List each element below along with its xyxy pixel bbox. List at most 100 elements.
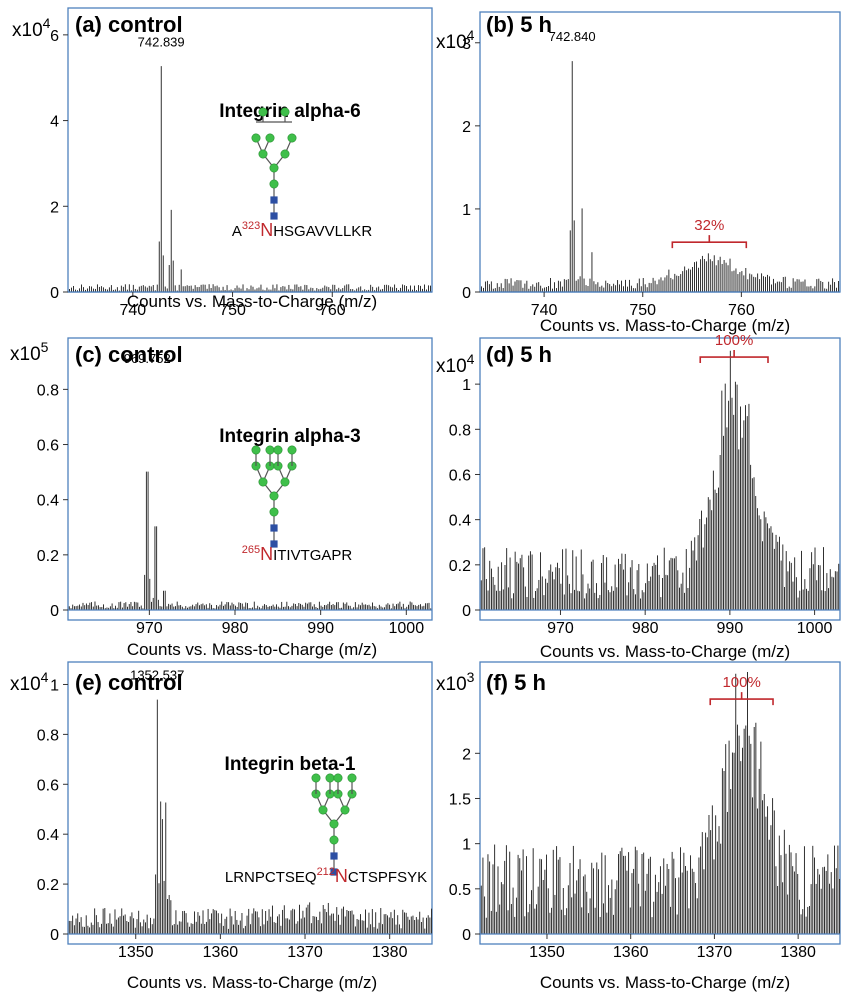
plot-frame xyxy=(479,661,841,945)
mannose-residue xyxy=(311,773,321,783)
mannose-residue xyxy=(273,445,283,455)
x-axis-label: Counts vs. Mass-to-Charge (m/z) xyxy=(540,316,790,335)
plot-frame xyxy=(67,337,433,621)
x-tick-label: 1360 xyxy=(613,944,649,961)
spectrum xyxy=(481,61,839,292)
y-tick-label: 0.5 xyxy=(449,882,471,899)
spectrum xyxy=(480,672,841,934)
y-tick-label: 1 xyxy=(462,202,471,219)
mannose-residue xyxy=(329,835,339,845)
y-tick-label: 0.2 xyxy=(449,558,471,575)
peptide-sequence: LRNPCTSEQ212NCTSPFSYK xyxy=(225,866,427,886)
glcnac-residue xyxy=(270,212,278,220)
x-tick-label: 740 xyxy=(531,302,558,319)
mannose-residue xyxy=(287,133,297,143)
protein-name: Integrin beta-1 xyxy=(225,754,356,775)
mannose-residue xyxy=(269,179,279,189)
mannose-residue xyxy=(340,805,350,815)
y-tick-label: 0 xyxy=(50,603,59,620)
y-tick-label: 0.8 xyxy=(37,727,59,744)
glycan-structure-icon xyxy=(251,445,297,548)
y-multiplier: x104 xyxy=(436,351,475,377)
x-tick-label: 970 xyxy=(547,620,574,637)
mannose-residue xyxy=(269,163,279,173)
x-tick-label: 990 xyxy=(717,620,744,637)
mannose-residue xyxy=(251,445,261,455)
y-multiplier: x104 xyxy=(12,15,51,41)
x-tick-label: 760 xyxy=(319,302,346,319)
mannose-residue xyxy=(265,445,275,455)
y-tick-label: 0 xyxy=(50,927,59,944)
mannose-residue xyxy=(347,773,357,783)
x-tick-label: 750 xyxy=(219,302,246,319)
peptide-sequence: 265NITIVTGAPR xyxy=(242,544,353,564)
y-tick-label: 0.4 xyxy=(449,513,471,530)
x-axis-label: Counts vs. Mass-to-Charge (m/z) xyxy=(127,973,377,992)
plot-frame xyxy=(479,337,841,621)
x-tick-label: 1370 xyxy=(697,944,733,961)
y-tick-label: 0.6 xyxy=(449,467,471,484)
x-tick-label: 750 xyxy=(629,302,656,319)
mannose-residue xyxy=(251,133,261,143)
mannose-residue xyxy=(269,507,279,517)
panel-title: (e) control xyxy=(75,670,183,695)
x-tick-label: 740 xyxy=(119,302,146,319)
y-tick-label: 0.4 xyxy=(37,827,59,844)
bracket-percentage: 32% xyxy=(694,217,724,234)
glcnac-residue xyxy=(330,868,338,876)
x-axis-label: Counts vs. Mass-to-Charge (m/z) xyxy=(127,640,377,659)
y-tick-label: 0 xyxy=(462,603,471,620)
x-axis-label: Counts vs. Mass-to-Charge (m/z) xyxy=(127,292,377,311)
panel-title: (c) control xyxy=(75,342,183,367)
plot-frame xyxy=(479,11,841,293)
x-tick-label: 1380 xyxy=(780,944,816,961)
mannose-residue xyxy=(258,477,268,487)
spectrum xyxy=(69,66,431,292)
peak-label: 1352.537 xyxy=(130,667,184,682)
peak-label: 969.752 xyxy=(124,351,171,366)
y-tick-label: 0 xyxy=(50,285,59,302)
y-tick-label: 0.6 xyxy=(37,777,59,794)
mannose-residue xyxy=(269,491,279,501)
glycoform-bracket: 32% xyxy=(671,217,748,249)
mannose-residue xyxy=(258,107,268,117)
y-tick-label: 2 xyxy=(462,119,471,136)
spectrum xyxy=(68,471,432,610)
x-tick-label: 990 xyxy=(307,620,334,637)
x-tick-label: 980 xyxy=(222,620,249,637)
panel-c: 970 980 990 1000 0 0.2 0.4 0.6 0.8 x105 (c) contro… xyxy=(10,337,433,659)
panel-title: (f) 5 h xyxy=(486,670,546,695)
bracket-percentage: 100% xyxy=(715,332,753,349)
panel-f: 1350 1360 1370 1380 0 0.5 1 1.5 2 x103 (f) 5 h Coun… xyxy=(436,661,841,992)
protein-name: Integrin alpha-6 xyxy=(219,101,360,122)
y-tick-label: 1.5 xyxy=(449,791,471,808)
y-tick-label: 0.8 xyxy=(449,422,471,439)
mannose-residue xyxy=(329,819,339,829)
y-tick-label: 0.4 xyxy=(37,493,59,510)
x-tick-label: 980 xyxy=(632,620,659,637)
mannose-residue xyxy=(325,773,335,783)
glcnac-residue xyxy=(270,540,278,548)
panel-title: (d) 5 h xyxy=(486,342,552,367)
y-tick-label: 2 xyxy=(462,746,471,763)
panel-title: (a) control xyxy=(75,12,183,37)
y-tick-label: 0.2 xyxy=(37,877,59,894)
bracket-percentage: 100% xyxy=(722,674,760,691)
y-tick-label: 2 xyxy=(50,199,59,216)
y-tick-label: 6 xyxy=(50,28,59,45)
x-axis-label: Counts vs. Mass-to-Charge (m/z) xyxy=(540,973,790,992)
mannose-residue xyxy=(280,149,290,159)
peptide-sequence: A323NHSGAVVLLKR xyxy=(232,220,372,240)
y-tick-label: 1 xyxy=(462,837,471,854)
x-tick-label: 1350 xyxy=(529,944,565,961)
glycan-structure-icon xyxy=(251,107,297,220)
y-tick-label: 4 xyxy=(50,114,59,131)
y-tick-label: 1 xyxy=(462,377,471,394)
glycan-structure-icon xyxy=(311,773,357,876)
glcnac-residue xyxy=(270,524,278,532)
plot-frame xyxy=(67,7,433,293)
glycoform-bracket: 100% xyxy=(699,332,769,364)
peak-label: 742.839 xyxy=(138,34,185,49)
